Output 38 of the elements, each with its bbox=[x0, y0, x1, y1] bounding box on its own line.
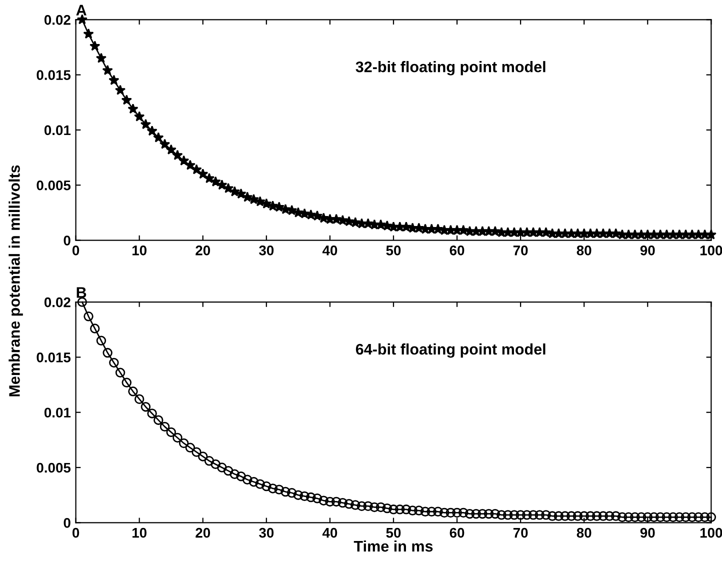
y-tick-label: 0.01 bbox=[44, 408, 71, 418]
x-tick-label: 100 bbox=[700, 528, 722, 538]
x-tick-label: 50 bbox=[386, 246, 401, 256]
x-tick-label: 70 bbox=[513, 246, 528, 256]
x-tick-label: 20 bbox=[196, 528, 210, 538]
x-tick-label: 10 bbox=[132, 246, 146, 256]
x-tick-label: 0 bbox=[72, 246, 80, 256]
y-tick-label: 0.005 bbox=[36, 462, 71, 473]
y-tick-label: 0.015 bbox=[36, 352, 71, 362]
y-tick-label: 0.01 bbox=[44, 125, 71, 136]
y-tick-label: 0 bbox=[64, 236, 70, 246]
y-tick-label: 0.02 bbox=[44, 297, 70, 308]
y-axis-title: Membrane potential in millivolts bbox=[8, 165, 23, 396]
y-tick-label: 0.005 bbox=[36, 180, 71, 190]
y-tick-label: 0.015 bbox=[36, 70, 71, 80]
x-tick-label: 70 bbox=[513, 528, 528, 538]
x-tick-label: 40 bbox=[322, 246, 338, 256]
x-tick-label: 0 bbox=[72, 528, 80, 538]
x-tick-label: 50 bbox=[386, 528, 401, 538]
x-tick-label: 60 bbox=[450, 246, 464, 256]
x-tick-label: 20 bbox=[196, 246, 210, 256]
x-tick-label: 90 bbox=[640, 246, 655, 256]
text: B bbox=[76, 287, 86, 298]
text: A bbox=[76, 4, 86, 16]
annotation: 32-bit floating point model bbox=[356, 61, 546, 76]
x-tick-label: 30 bbox=[259, 246, 274, 256]
x-axis-title: Time in ms bbox=[354, 540, 433, 552]
y-tick-label: 0 bbox=[64, 518, 70, 528]
x-tick-label: 90 bbox=[640, 528, 655, 538]
x-tick-label: 10 bbox=[132, 528, 146, 538]
annotation: 64-bit floating point model bbox=[356, 343, 546, 358]
x-tick-label: 80 bbox=[576, 528, 592, 538]
x-tick-label: 100 bbox=[700, 246, 722, 256]
y-tick-label: 0.02 bbox=[44, 15, 70, 25]
x-tick-label: 60 bbox=[450, 528, 464, 538]
x-tick-label: 40 bbox=[322, 528, 338, 538]
x-tick-label: 30 bbox=[259, 528, 274, 538]
x-tick-label: 80 bbox=[576, 246, 592, 256]
